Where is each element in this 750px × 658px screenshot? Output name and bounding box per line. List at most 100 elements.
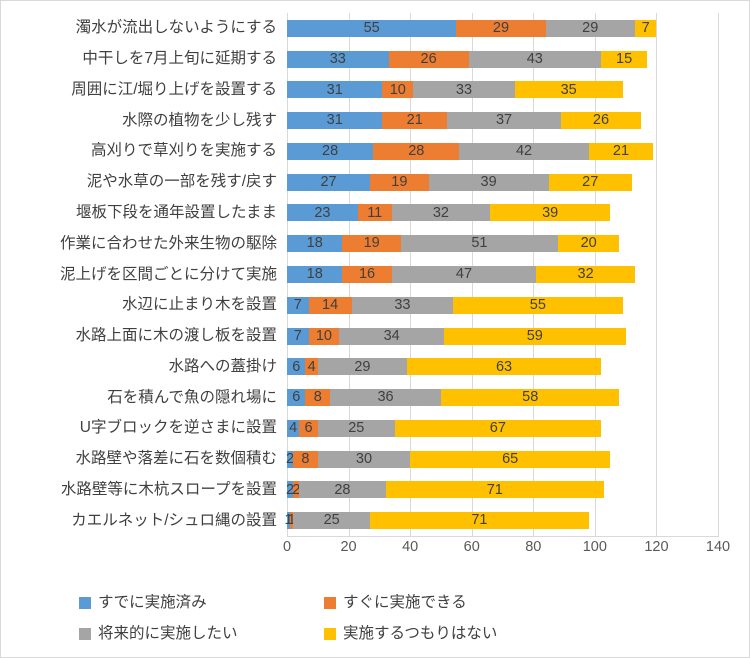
bar-segment[interactable]: 8 bbox=[305, 389, 331, 407]
bar-segment[interactable]: 43 bbox=[468, 50, 601, 68]
bar-value-label: 7 bbox=[293, 297, 302, 313]
bar-value-label: 32 bbox=[577, 266, 594, 283]
bar-segment[interactable]: 18 bbox=[287, 265, 343, 283]
stacked-bar[interactable]: 33 26 43 15 bbox=[287, 50, 648, 68]
bar-segment[interactable]: 63 bbox=[407, 358, 601, 376]
bar-row: 6 8 36 58 bbox=[287, 382, 718, 413]
bar-segment[interactable]: 36 bbox=[330, 389, 441, 407]
legend-item[interactable]: すでに実施済み bbox=[79, 595, 324, 611]
bar-segment[interactable]: 21 bbox=[382, 112, 448, 130]
bar-row: 31 10 33 35 bbox=[287, 75, 718, 106]
bar-segment[interactable]: 29 bbox=[456, 19, 546, 37]
bar-segment[interactable]: 6 bbox=[287, 358, 306, 376]
bar-segment[interactable]: 21 bbox=[588, 142, 654, 160]
bar-segment[interactable]: 4 bbox=[287, 419, 300, 437]
stacked-bar[interactable]: 7 14 33 55 bbox=[287, 296, 623, 314]
bar-segment[interactable]: 39 bbox=[490, 204, 611, 222]
stacked-bar[interactable]: 27 19 39 27 bbox=[287, 173, 632, 191]
bar-segment[interactable]: 65 bbox=[410, 450, 611, 468]
bar-segment[interactable]: 11 bbox=[357, 204, 392, 222]
bar-segment[interactable]: 19 bbox=[342, 235, 401, 253]
bar-segment[interactable]: 55 bbox=[287, 19, 457, 37]
stacked-bar[interactable]: 31 10 33 35 bbox=[287, 81, 623, 99]
legend-item[interactable]: 将来的に実施したい bbox=[79, 626, 324, 642]
bar-segment[interactable]: 20 bbox=[557, 235, 620, 253]
bar-value-label: 21 bbox=[406, 112, 423, 129]
stacked-bar[interactable]: 6 8 36 58 bbox=[287, 389, 620, 407]
bar-value-label: 59 bbox=[526, 327, 543, 344]
bar-segment[interactable]: 39 bbox=[428, 173, 549, 191]
bar-segment[interactable]: 34 bbox=[339, 327, 444, 345]
bar-segment[interactable]: 8 bbox=[293, 450, 318, 468]
category-label: 水路壁等に木杭スロープを設置 bbox=[60, 480, 277, 498]
bar-segment[interactable]: 7 bbox=[634, 19, 657, 37]
bar-segment[interactable]: 33 bbox=[287, 50, 389, 68]
bar-segment[interactable]: 32 bbox=[391, 204, 491, 222]
bar-segment[interactable]: 71 bbox=[385, 481, 605, 499]
bar-segment[interactable]: 6 bbox=[299, 419, 318, 437]
bar-segment[interactable]: 37 bbox=[447, 112, 561, 130]
bar-segment[interactable]: 6 bbox=[287, 389, 306, 407]
bar-segment[interactable]: 35 bbox=[514, 81, 623, 99]
bar-segment[interactable]: 28 bbox=[299, 481, 386, 499]
stacked-bar[interactable]: 7 10 34 59 bbox=[287, 327, 626, 345]
bar-segment[interactable]: 10 bbox=[382, 81, 414, 99]
bar-segment[interactable]: 51 bbox=[400, 235, 558, 253]
bar-segment[interactable]: 16 bbox=[342, 265, 392, 283]
bar-segment[interactable]: 28 bbox=[287, 142, 374, 160]
stacked-bar[interactable]: 2 2 28 71 bbox=[286, 481, 605, 499]
bar-value-label: 31 bbox=[326, 112, 343, 129]
bar-value-label: 25 bbox=[348, 420, 365, 437]
bar-segment[interactable]: 10 bbox=[308, 327, 340, 345]
bar-segment[interactable]: 32 bbox=[536, 265, 635, 283]
bar-segment[interactable]: 28 bbox=[373, 142, 460, 160]
legend-label: 将来的に実施したい bbox=[98, 624, 238, 642]
bar-segment[interactable]: 15 bbox=[600, 50, 648, 68]
bar-segment[interactable]: 59 bbox=[443, 327, 626, 345]
bar-segment[interactable]: 27 bbox=[548, 173, 632, 191]
stacked-bar[interactable]: 4 6 25 67 bbox=[287, 419, 601, 437]
stacked-bar[interactable]: 28 28 42 21 bbox=[287, 142, 654, 160]
stacked-bar[interactable]: 31 21 37 26 bbox=[287, 112, 641, 130]
stacked-bar[interactable]: 23 11 32 39 bbox=[287, 204, 611, 222]
bar-segment[interactable]: 33 bbox=[351, 296, 454, 314]
stacked-bar[interactable]: 2 8 30 65 bbox=[286, 450, 611, 468]
bar-segment[interactable]: 4 bbox=[305, 358, 318, 376]
category-label: 中干しを7月上旬に延期する bbox=[82, 50, 277, 68]
bar-segment[interactable]: 23 bbox=[287, 204, 358, 222]
bar-segment[interactable]: 18 bbox=[287, 235, 343, 253]
bar-segment[interactable]: 25 bbox=[293, 512, 371, 530]
legend-item[interactable]: すぐに実施できる bbox=[324, 595, 569, 611]
bar-segment[interactable]: 33 bbox=[413, 81, 515, 99]
bar-segment[interactable]: 71 bbox=[370, 512, 589, 530]
stacked-bar[interactable]: 18 19 51 20 bbox=[287, 235, 620, 253]
bar-segment[interactable]: 29 bbox=[317, 358, 408, 376]
category-label: 石を積んで魚の隠れ場に bbox=[107, 388, 277, 406]
bar-segment[interactable]: 19 bbox=[370, 173, 429, 191]
bar-rows: 55 29 29 7 33 26 43 15 31 10 33 35 31 21 37 26 28 28 42 21 2… bbox=[285, 13, 718, 536]
bar-segment[interactable]: 67 bbox=[394, 419, 601, 437]
category-label: 周囲に江/堀り上げを設置する bbox=[71, 80, 277, 98]
stacked-bar[interactable]: 6 4 29 63 bbox=[287, 358, 601, 376]
bar-segment[interactable]: 42 bbox=[459, 142, 589, 160]
bar-segment[interactable]: 14 bbox=[308, 296, 352, 314]
bar-segment[interactable]: 7 bbox=[287, 327, 309, 345]
bar-segment[interactable]: 27 bbox=[287, 173, 371, 191]
bar-segment[interactable]: 58 bbox=[440, 389, 620, 407]
bar-segment[interactable]: 30 bbox=[317, 450, 411, 468]
stacked-bar[interactable]: 55 29 29 7 bbox=[287, 19, 657, 37]
bar-value-label: 29 bbox=[582, 20, 599, 37]
legend-item[interactable]: 実施するつもりはない bbox=[324, 626, 569, 642]
bar-segment[interactable]: 55 bbox=[453, 296, 623, 314]
bar-segment[interactable]: 29 bbox=[545, 19, 635, 37]
stacked-bar[interactable]: 18 16 47 32 bbox=[287, 265, 635, 283]
bar-segment[interactable]: 26 bbox=[560, 112, 641, 130]
bar-segment[interactable]: 26 bbox=[388, 50, 469, 68]
bar-segment[interactable]: 31 bbox=[287, 112, 383, 130]
bar-value-label: 29 bbox=[354, 358, 371, 375]
bar-segment[interactable]: 31 bbox=[287, 81, 383, 99]
stacked-bar[interactable]: 1 1 25 71 bbox=[285, 512, 589, 530]
bar-segment[interactable]: 7 bbox=[287, 296, 309, 314]
bar-segment[interactable]: 25 bbox=[317, 419, 395, 437]
bar-segment[interactable]: 47 bbox=[391, 265, 537, 283]
